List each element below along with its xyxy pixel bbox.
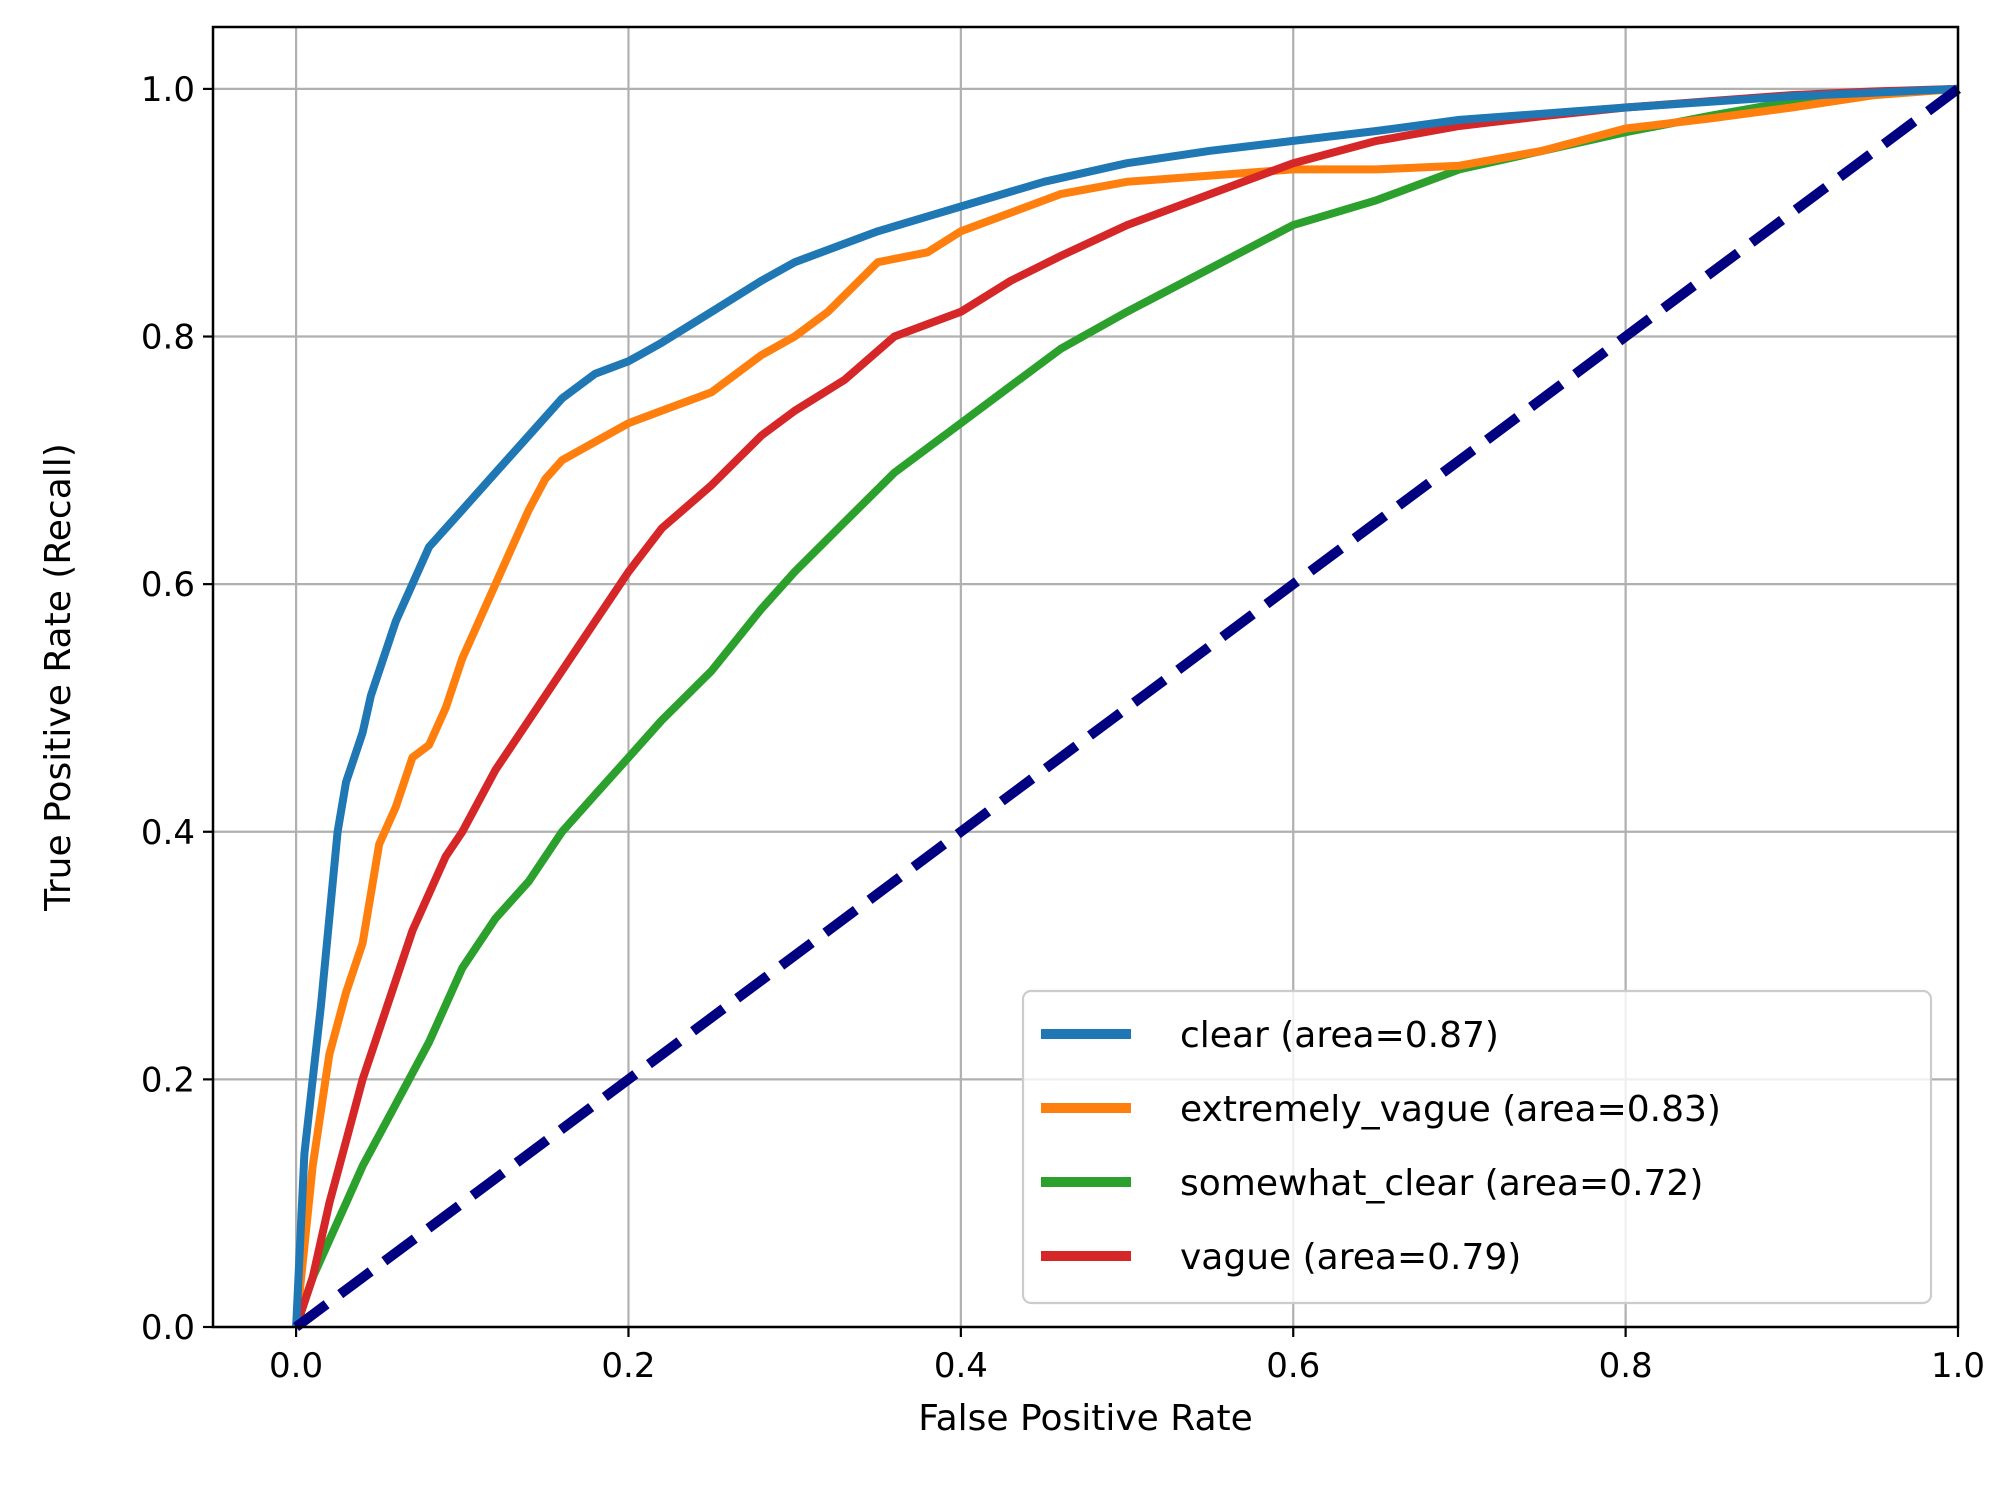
- series-line-chance: [293, 84, 1961, 1332]
- legend-label-somewhat-clear: somewhat_clear (area=0.72): [1180, 1163, 1703, 1204]
- y-tick-label: 0.0: [141, 1308, 195, 1348]
- y-tick-label: 0.2: [141, 1060, 195, 1100]
- legend-label-clear: clear (area=0.87): [1180, 1015, 1499, 1056]
- axes-frame: [211, 25, 1960, 1329]
- y-tick-label: 0.4: [141, 813, 195, 853]
- series-line-clear: [292, 84, 1959, 1328]
- x-tick-label: 0.4: [934, 1346, 988, 1386]
- series-group: [292, 84, 1961, 1332]
- axis-ticks: 0.0 0.2 0.4 0.6 0.8 1.0 0.0 0.2 0.4 0.6 0.8 1.0: [141, 70, 1985, 1386]
- y-axis-label: True Positive Rate (Recall): [38, 443, 79, 912]
- legend-label-extremely-vague: extremely_vague (area=0.83): [1180, 1089, 1721, 1130]
- x-tick-label: 1.0: [1931, 1346, 1985, 1386]
- y-tick-label: 0.8: [141, 318, 195, 358]
- x-tick-label: 0.6: [1266, 1346, 1320, 1386]
- x-tick-label: 0.0: [269, 1346, 323, 1386]
- legend-box: [1021, 989, 1933, 1305]
- x-axis-label: False Positive Rate: [918, 1398, 1253, 1439]
- x-tick-label: 0.8: [1599, 1346, 1653, 1386]
- y-tick-label: 1.0: [141, 70, 195, 110]
- series-line-vague: [292, 84, 1959, 1329]
- y-tick-label: 0.6: [141, 565, 195, 605]
- legend-label-vague: vague (area=0.79): [1180, 1237, 1521, 1278]
- legend: clear (area=0.87) extremely_vague (area=0…: [1021, 989, 1933, 1305]
- x-tick-label: 0.2: [601, 1346, 655, 1386]
- series-line-extremely-vague: [292, 84, 1959, 1328]
